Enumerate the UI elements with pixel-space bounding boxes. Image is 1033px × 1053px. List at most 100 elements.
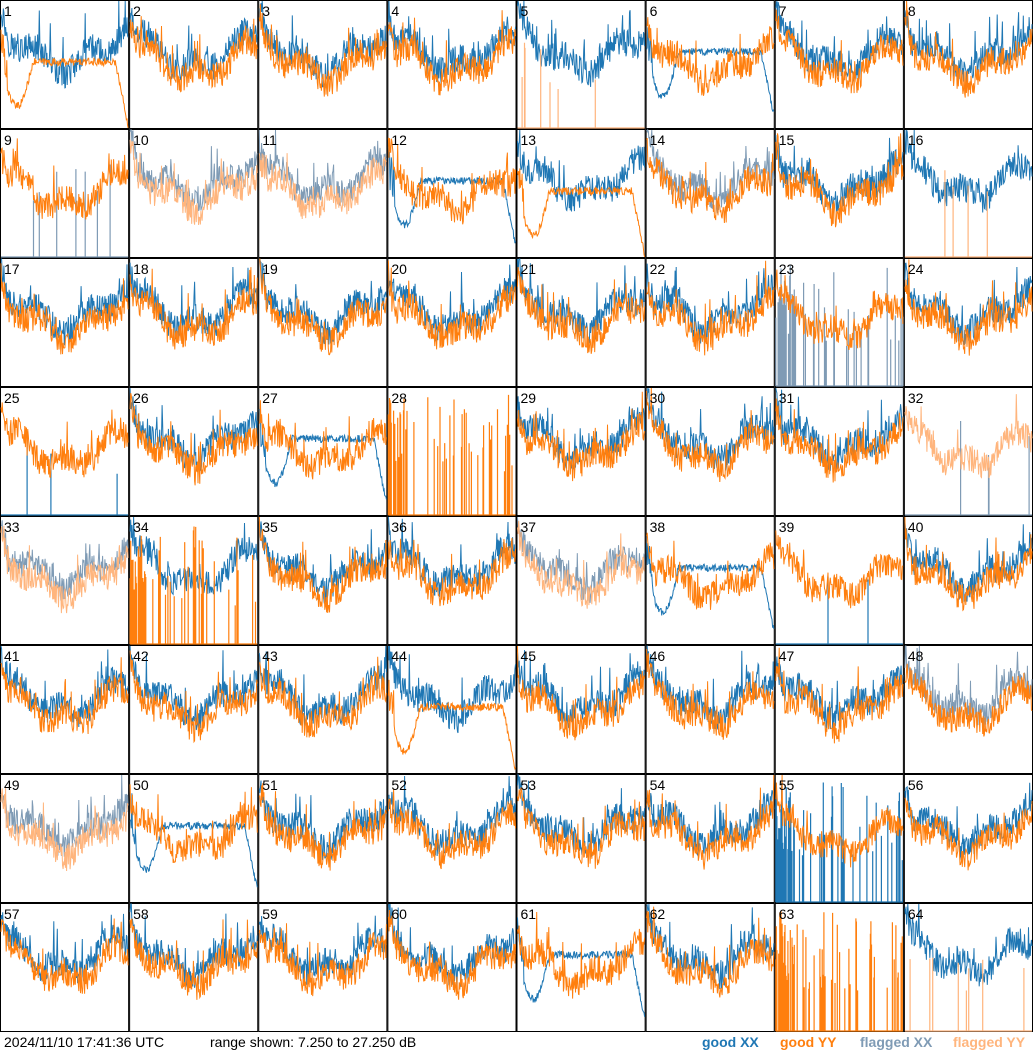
series-good-xx [775,134,904,213]
series-good-yy [258,923,387,997]
panel-label: 17 [4,261,20,277]
panel-49: 49 [0,774,130,903]
series-good-xx [387,645,516,734]
panel-label: 2 [133,3,141,19]
legend-flagged-xx: flagged XX [860,1034,933,1050]
panel-58: 58 [129,903,259,1032]
panel-label: 50 [133,777,149,793]
panel-label: 52 [391,777,407,793]
panel-5: 5 [516,0,646,129]
footer: 2024/11/10 17:41:36 UTC range shown: 7.2… [0,1032,1033,1053]
panel-47: 47 [774,645,904,774]
panel-label: 6 [650,3,658,19]
panel-label: 22 [650,261,666,277]
series-good-yy [904,797,1033,871]
series-good-yy [129,16,258,93]
panel-44: 44 [387,645,517,774]
series-flagged-yy [904,394,1033,479]
panel-57: 57 [0,903,130,1032]
series-good-xx [646,26,775,112]
panel-label: 19 [262,261,278,277]
panel-label: 40 [908,519,924,535]
series-good-yy [258,656,387,738]
panel-59: 59 [258,903,388,1032]
panel-frame [903,387,1033,516]
panel-label: 28 [391,390,407,406]
series-good-xx [387,0,516,84]
panel-label: 57 [4,906,20,922]
panel-frame [129,774,259,903]
panel-label: 36 [391,519,407,535]
series-good-yy [517,645,646,741]
panel-26: 26 [129,387,259,516]
series-good-yy [904,663,1033,737]
series-good-yy [0,657,129,735]
panel-label: 15 [779,132,795,148]
panel-53: 53 [516,773,646,903]
panel-label: 1 [4,3,12,19]
panel-45: 45 [516,645,646,774]
series-good-yy [646,532,775,610]
panel-label: 32 [908,390,924,406]
series-good-yy [775,269,904,350]
panel-frame [774,516,904,645]
panel-label: 46 [650,648,666,664]
panel-label: 53 [521,777,537,793]
panel-27: 27 [258,387,388,516]
panel-11: 11 [258,129,388,258]
panel-30: 30 [645,387,775,516]
panel-43: 43 [258,645,388,774]
panel-48: 48 [903,645,1033,774]
series-good-yy [387,679,516,771]
panel-label: 35 [262,519,278,535]
panel-label: 60 [391,906,407,922]
legend-flagged-yy: flagged YY [953,1034,1026,1050]
panel-label: 11 [262,132,277,148]
series-good-yy [646,137,775,224]
panel-frame [0,129,130,258]
series-flagged-yy [0,525,129,614]
panel-label: 62 [650,906,666,922]
panel-54: 54 [645,774,775,903]
panel-29: 29 [516,387,646,516]
panel-40: 40 [903,516,1033,645]
panel-17: 17 [0,258,130,387]
panel-9: 9 [0,129,130,258]
series-good-yy [258,400,387,480]
panel-1: 1 [0,0,130,129]
series-good-yy [646,649,775,740]
panel-frame [903,516,1033,645]
series-good-xx [646,543,775,629]
series-good-yy [387,789,516,870]
panel-label: 26 [133,390,149,406]
panel-7: 7 [774,0,904,129]
series-good-yy [904,516,1033,612]
panel-label: 43 [262,648,278,664]
series-good-xx [517,650,645,729]
legend-good-yy: good YY [780,1034,837,1050]
panel-2: 2 [129,0,259,129]
series-good-yy [517,911,646,999]
series-good-yy [258,783,387,871]
series-good-xx [904,903,1033,987]
panel-label: 25 [4,390,20,406]
series-good-yy [517,787,646,869]
panel-36: 36 [387,516,517,645]
panel-33: 33 [0,516,130,645]
panel-label: 5 [521,3,529,19]
series-flagged-yy [129,139,258,226]
series-flagged-xx [258,129,387,207]
series-good-yy [775,911,903,1032]
panel-38: 38 [645,516,775,645]
panel-frame [516,774,646,903]
series-good-xx [904,782,1033,860]
series-flagged-yy [258,153,387,220]
series-good-yy [129,526,258,645]
series-flagged-xx [904,421,1032,516]
panel-label: 41 [4,648,20,664]
series-good-yy [387,537,516,607]
panel-label: 54 [650,777,666,793]
series-good-yy [775,398,904,483]
panel-label: 16 [908,132,924,148]
